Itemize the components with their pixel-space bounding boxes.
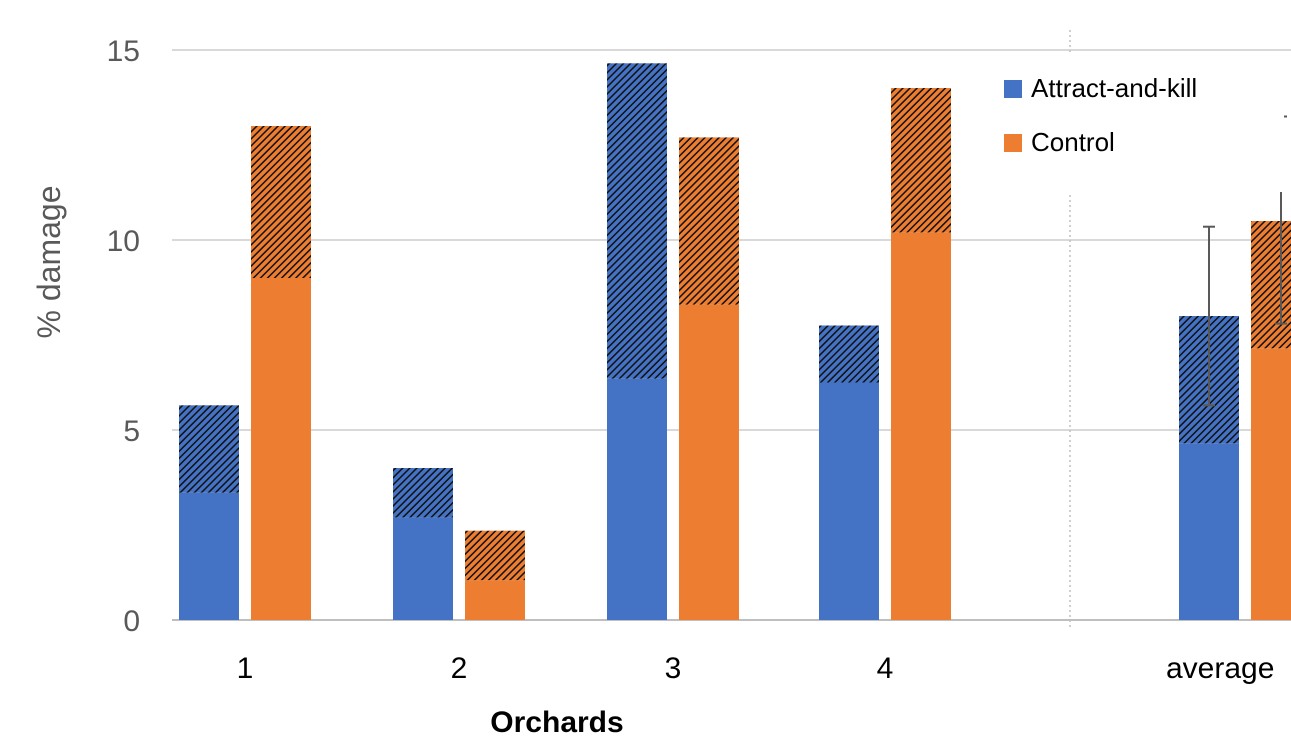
bar-control-solid-4 bbox=[891, 232, 951, 620]
bar-control-solid-3 bbox=[679, 304, 739, 620]
y-tick-label: 5 bbox=[123, 415, 140, 448]
x-axis-title: Orchards bbox=[490, 706, 623, 739]
x-tick-label: 1 bbox=[237, 652, 254, 685]
bar-attract-and-kill-solid-3 bbox=[607, 378, 667, 620]
legend-swatch-attract-and-kill bbox=[1004, 80, 1022, 98]
bar-control-hatched-1 bbox=[251, 126, 311, 278]
bar-attract-and-kill-solid-1 bbox=[179, 492, 239, 620]
x-tick-label: 3 bbox=[665, 652, 682, 685]
bar-control-hatched-2 bbox=[465, 530, 525, 581]
bar-attract-and-kill-solid-2 bbox=[393, 517, 453, 620]
y-tick-label: 0 bbox=[123, 605, 140, 638]
bar-attract-and-kill-hatched-4 bbox=[819, 325, 879, 383]
bars bbox=[179, 63, 1291, 620]
y-tick-label: 10 bbox=[107, 225, 140, 258]
legend-label-attract-and-kill: Attract-and-kill bbox=[1031, 73, 1197, 103]
bar-control-solid-average bbox=[1251, 348, 1291, 620]
y-tick-labels: 0 5 10 15 bbox=[107, 35, 140, 638]
bar-control-solid-2 bbox=[465, 580, 525, 620]
bar-attract-and-kill-hatched-2 bbox=[393, 468, 453, 518]
bar-control-solid-1 bbox=[251, 278, 311, 620]
x-tick-label: 4 bbox=[877, 652, 894, 685]
y-axis-title: % damage bbox=[31, 186, 67, 339]
bar-attract-and-kill-hatched-3 bbox=[607, 63, 667, 379]
y-tick-label: 15 bbox=[107, 35, 140, 68]
bar-control-hatched-3 bbox=[679, 137, 739, 305]
x-tick-labels: 1 2 3 4 average bbox=[237, 652, 1275, 685]
bar-control-hatched-4 bbox=[891, 88, 951, 233]
error-bar-attract-and-kill bbox=[1203, 225, 1215, 407]
x-tick-label: 2 bbox=[451, 652, 468, 685]
legend: Attract-and-kill Control bbox=[998, 52, 1284, 192]
bar-control-hatched-average bbox=[1251, 221, 1291, 349]
bar-attract-and-kill-hatched-1 bbox=[179, 405, 239, 493]
bar-attract-and-kill-solid-4 bbox=[819, 382, 879, 620]
legend-label-control: Control bbox=[1031, 127, 1115, 157]
bar-attract-and-kill-solid-average bbox=[1179, 443, 1239, 620]
legend-swatch-control bbox=[1004, 134, 1022, 152]
legend-background bbox=[998, 52, 1284, 192]
x-tick-label: average bbox=[1166, 652, 1274, 685]
